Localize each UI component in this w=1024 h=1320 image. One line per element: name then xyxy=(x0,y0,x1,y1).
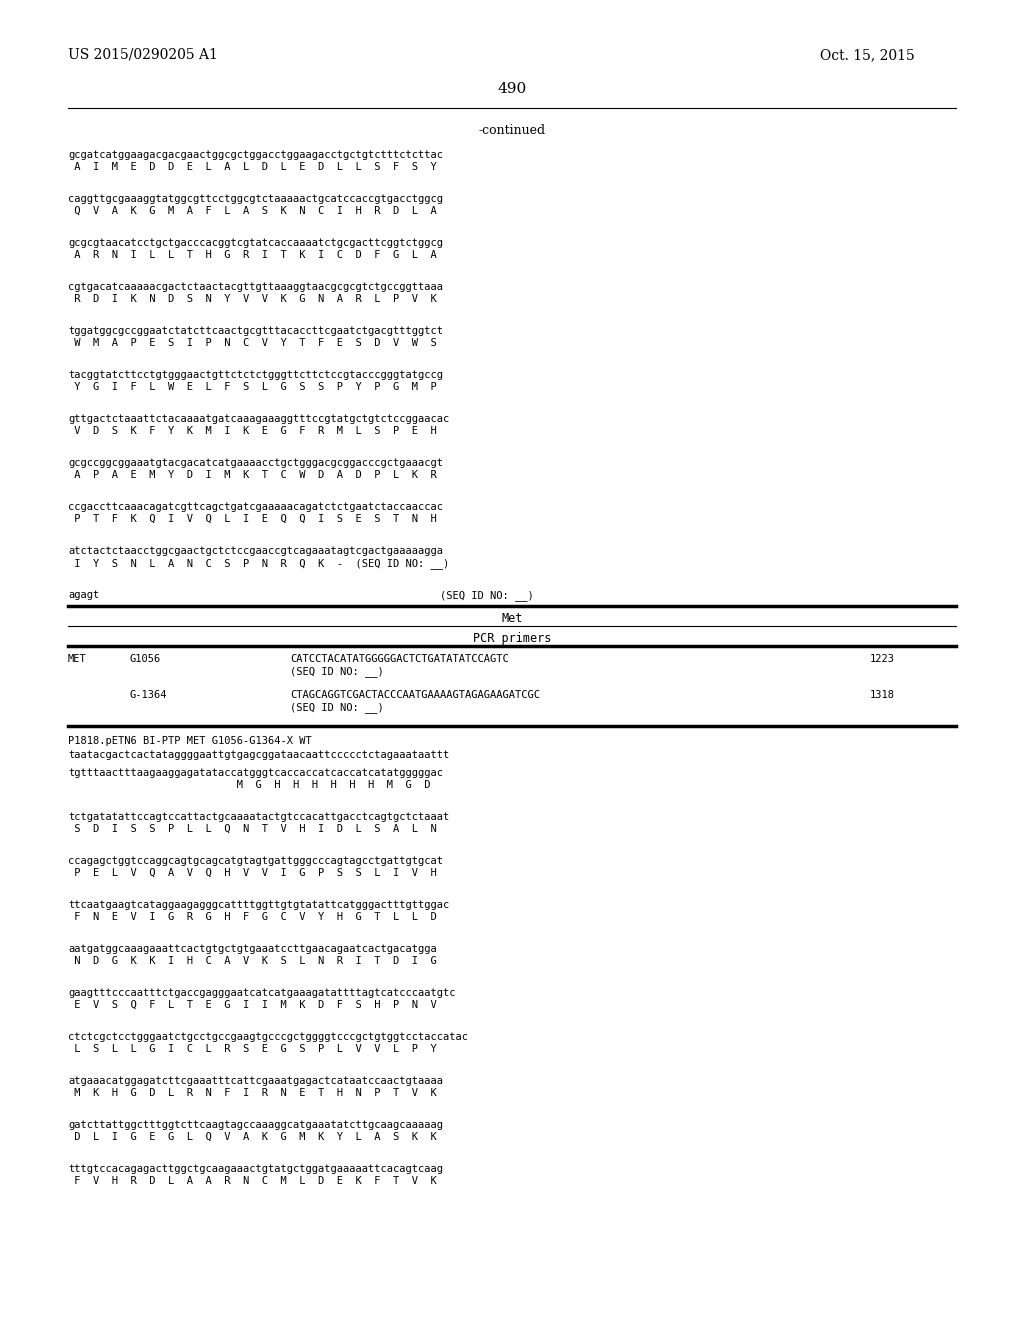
Text: gaagtttcccaatttctgaccgagggaatcatcatgaaagatattttagtcatcccaatgtc: gaagtttcccaatttctgaccgagggaatcatcatgaaag… xyxy=(68,987,456,998)
Text: A  R  N  I  L  L  T  H  G  R  I  T  K  I  C  D  F  G  L  A: A R N I L L T H G R I T K I C D F G L A xyxy=(68,249,437,260)
Text: ctctcgctcctgggaatctgcctgccgaagtgcccgctggggtcccgctgtggtcctaccatac: ctctcgctcctgggaatctgcctgccgaagtgcccgctgg… xyxy=(68,1032,468,1041)
Text: MET: MET xyxy=(68,653,87,664)
Text: gcgccggcggaaatgtacgacatcatgaaaacctgctgggacgcggacccgctgaaacgt: gcgccggcggaaatgtacgacatcatgaaaacctgctggg… xyxy=(68,458,443,469)
Text: gcgcgtaacatcctgctgacccacggtcgtatcaccaaaatctgcgacttcggtctggcg: gcgcgtaacatcctgctgacccacggtcgtatcaccaaaa… xyxy=(68,238,443,248)
Text: Y  G  I  F  L  W  E  L  F  S  L  G  S  S  P  Y  P  G  M  P: Y G I F L W E L F S L G S S P Y P G M P xyxy=(68,381,437,392)
Text: -continued: -continued xyxy=(478,124,546,137)
Text: F  N  E  V  I  G  R  G  H  F  G  C  V  Y  H  G  T  L  L  D: F N E V I G R G H F G C V Y H G T L L D xyxy=(68,912,437,921)
Text: taatacgactcactataggggaattgtgagcggataacaattccccctctagaaataattt: taatacgactcactataggggaattgtgagcggataacaa… xyxy=(68,750,450,760)
Text: tacggtatcttcctgtgggaactgttctctctgggttcttctccgtacccgggtatgccg: tacggtatcttcctgtgggaactgttctctctgggttctt… xyxy=(68,370,443,380)
Text: atgaaacatggagatcttcgaaatttcattcgaaatgagactcataatccaactgtaaaa: atgaaacatggagatcttcgaaatttcattcgaaatgaga… xyxy=(68,1076,443,1086)
Text: atctactctaacctggcgaactgctctccgaaccgtcagaaatagtcgactgaaaaagga: atctactctaacctggcgaactgctctccgaaccgtcaga… xyxy=(68,546,443,556)
Text: L  S  L  L  G  I  C  L  R  S  E  G  S  P  L  V  V  L  P  Y: L S L L G I C L R S E G S P L V V L P Y xyxy=(68,1044,437,1053)
Text: M  G  H  H  H  H  H  H  M  G  D: M G H H H H H H M G D xyxy=(68,780,430,789)
Text: Met: Met xyxy=(502,612,522,624)
Text: W  M  A  P  E  S  I  P  N  C  V  Y  T  F  E  S  D  V  W  S: W M A P E S I P N C V Y T F E S D V W S xyxy=(68,338,437,348)
Text: tttgtccacagagacttggctgcaagaaactgtatgctggatgaaaaattcacagtcaag: tttgtccacagagacttggctgcaagaaactgtatgctgg… xyxy=(68,1164,443,1173)
Text: R  D  I  K  N  D  S  N  Y  V  V  K  G  N  A  R  L  P  V  K: R D I K N D S N Y V V K G N A R L P V K xyxy=(68,294,437,304)
Text: G1056: G1056 xyxy=(130,653,161,664)
Text: aatgatggcaaagaaattcactgtgctgtgaaatccttgaacagaatcactgacatgga: aatgatggcaaagaaattcactgtgctgtgaaatccttga… xyxy=(68,944,437,954)
Text: CTAGCAGGTCGACTACCCAATGAAAAGTAGAGAAGATCGC: CTAGCAGGTCGACTACCCAATGAAAAGTAGAGAAGATCGC xyxy=(290,690,540,700)
Text: Oct. 15, 2015: Oct. 15, 2015 xyxy=(820,48,914,62)
Text: E  V  S  Q  F  L  T  E  G  I  I  M  K  D  F  S  H  P  N  V: E V S Q F L T E G I I M K D F S H P N V xyxy=(68,1001,437,1010)
Text: G-1364: G-1364 xyxy=(130,690,168,700)
Text: US 2015/0290205 A1: US 2015/0290205 A1 xyxy=(68,48,218,62)
Text: S  D  I  S  S  P  L  L  Q  N  T  V  H  I  D  L  S  A  L  N: S D I S S P L L Q N T V H I D L S A L N xyxy=(68,824,437,834)
Text: (SEQ ID NO: __): (SEQ ID NO: __) xyxy=(290,667,384,677)
Text: gatcttattggctttggtcttcaagtagccaaaggcatgaaatatcttgcaagcaaaaag: gatcttattggctttggtcttcaagtagccaaaggcatga… xyxy=(68,1119,443,1130)
Text: P  E  L  V  Q  A  V  Q  H  V  V  I  G  P  S  S  L  I  V  H: P E L V Q A V Q H V V I G P S S L I V H xyxy=(68,869,437,878)
Text: P  T  F  K  Q  I  V  Q  L  I  E  Q  Q  I  S  E  S  T  N  H: P T F K Q I V Q L I E Q Q I S E S T N H xyxy=(68,513,437,524)
Text: A  P  A  E  M  Y  D  I  M  K  T  C  W  D  A  D  P  L  K  R: A P A E M Y D I M K T C W D A D P L K R xyxy=(68,470,437,480)
Text: CATCCTACATATGGGGGACTCTGATATATCCAGTC: CATCCTACATATGGGGGACTCTGATATATCCAGTC xyxy=(290,653,509,664)
Text: ccagagctggtccaggcagtgcagcatgtagtgattgggcccagtagcctgattgtgcat: ccagagctggtccaggcagtgcagcatgtagtgattgggc… xyxy=(68,855,443,866)
Text: N  D  G  K  K  I  H  C  A  V  K  S  L  N  R  I  T  D  I  G: N D G K K I H C A V K S L N R I T D I G xyxy=(68,956,437,966)
Text: I  Y  S  N  L  A  N  C  S  P  N  R  Q  K  -  (SEQ ID NO: __): I Y S N L A N C S P N R Q K - (SEQ ID NO… xyxy=(68,558,450,569)
Text: ttcaatgaagtcataggaagagggcattttggttgtgtatattcatgggactttgttggac: ttcaatgaagtcataggaagagggcattttggttgtgtat… xyxy=(68,900,450,909)
Text: tctgatatattccagtccattactgcaaaatactgtccacattgacctcagtgctctaaat: tctgatatattccagtccattactgcaaaatactgtccac… xyxy=(68,812,450,822)
Text: agagt: agagt xyxy=(68,590,99,601)
Text: caggttgcgaaaggtatggcgttcctggcgtctaaaaactgcatccaccgtgacctggcg: caggttgcgaaaggtatggcgttcctggcgtctaaaaact… xyxy=(68,194,443,205)
Text: gcgatcatggaagacgacgaactggcgctggacctggaagacctgctgtctttctcttac: gcgatcatggaagacgacgaactggcgctggacctggaag… xyxy=(68,150,443,160)
Text: ccgaccttcaaacagatcgttcagctgatcgaaaaacagatctctgaatctaccaaccac: ccgaccttcaaacagatcgttcagctgatcgaaaaacaga… xyxy=(68,502,443,512)
Text: 490: 490 xyxy=(498,82,526,96)
Text: A  I  M  E  D  D  E  L  A  L  D  L  E  D  L  L  S  F  S  Y: A I M E D D E L A L D L E D L L S F S Y xyxy=(68,162,437,172)
Text: PCR primers: PCR primers xyxy=(473,632,551,645)
Text: F  V  H  R  D  L  A  A  R  N  C  M  L  D  E  K  F  T  V  K: F V H R D L A A R N C M L D E K F T V K xyxy=(68,1176,437,1185)
Text: tgtttaactttaagaaggagatataccatgggtcaccaccatcaccatcatatgggggac: tgtttaactttaagaaggagatataccatgggtcaccacc… xyxy=(68,768,443,777)
Text: gttgactctaaattctacaaaatgatcaaagaaaggtttccgtatgctgtctccggaacac: gttgactctaaattctacaaaatgatcaaagaaaggtttc… xyxy=(68,414,450,424)
Text: (SEQ ID NO: __): (SEQ ID NO: __) xyxy=(440,590,534,601)
Text: Q  V  A  K  G  M  A  F  L  A  S  K  N  C  I  H  R  D  L  A: Q V A K G M A F L A S K N C I H R D L A xyxy=(68,206,437,216)
Text: (SEQ ID NO: __): (SEQ ID NO: __) xyxy=(290,702,384,713)
Text: 1223: 1223 xyxy=(870,653,895,664)
Text: 1318: 1318 xyxy=(870,690,895,700)
Text: D  L  I  G  E  G  L  Q  V  A  K  G  M  K  Y  L  A  S  K  K: D L I G E G L Q V A K G M K Y L A S K K xyxy=(68,1133,437,1142)
Text: tggatggcgccggaatctatcttcaactgcgtttacaccttcgaatctgacgtttggtct: tggatggcgccggaatctatcttcaactgcgtttacacct… xyxy=(68,326,443,337)
Text: cgtgacatcaaaaacgactctaactacgttgttaaaggtaacgcgcgtctgccggttaaa: cgtgacatcaaaaacgactctaactacgttgttaaaggta… xyxy=(68,282,443,292)
Text: V  D  S  K  F  Y  K  M  I  K  E  G  F  R  M  L  S  P  E  H: V D S K F Y K M I K E G F R M L S P E H xyxy=(68,426,437,436)
Text: M  K  H  G  D  L  R  N  F  I  R  N  E  T  H  N  P  T  V  K: M K H G D L R N F I R N E T H N P T V K xyxy=(68,1088,437,1098)
Text: P1818.pETN6 BI-PTP MET G1056-G1364-X WT: P1818.pETN6 BI-PTP MET G1056-G1364-X WT xyxy=(68,737,311,746)
